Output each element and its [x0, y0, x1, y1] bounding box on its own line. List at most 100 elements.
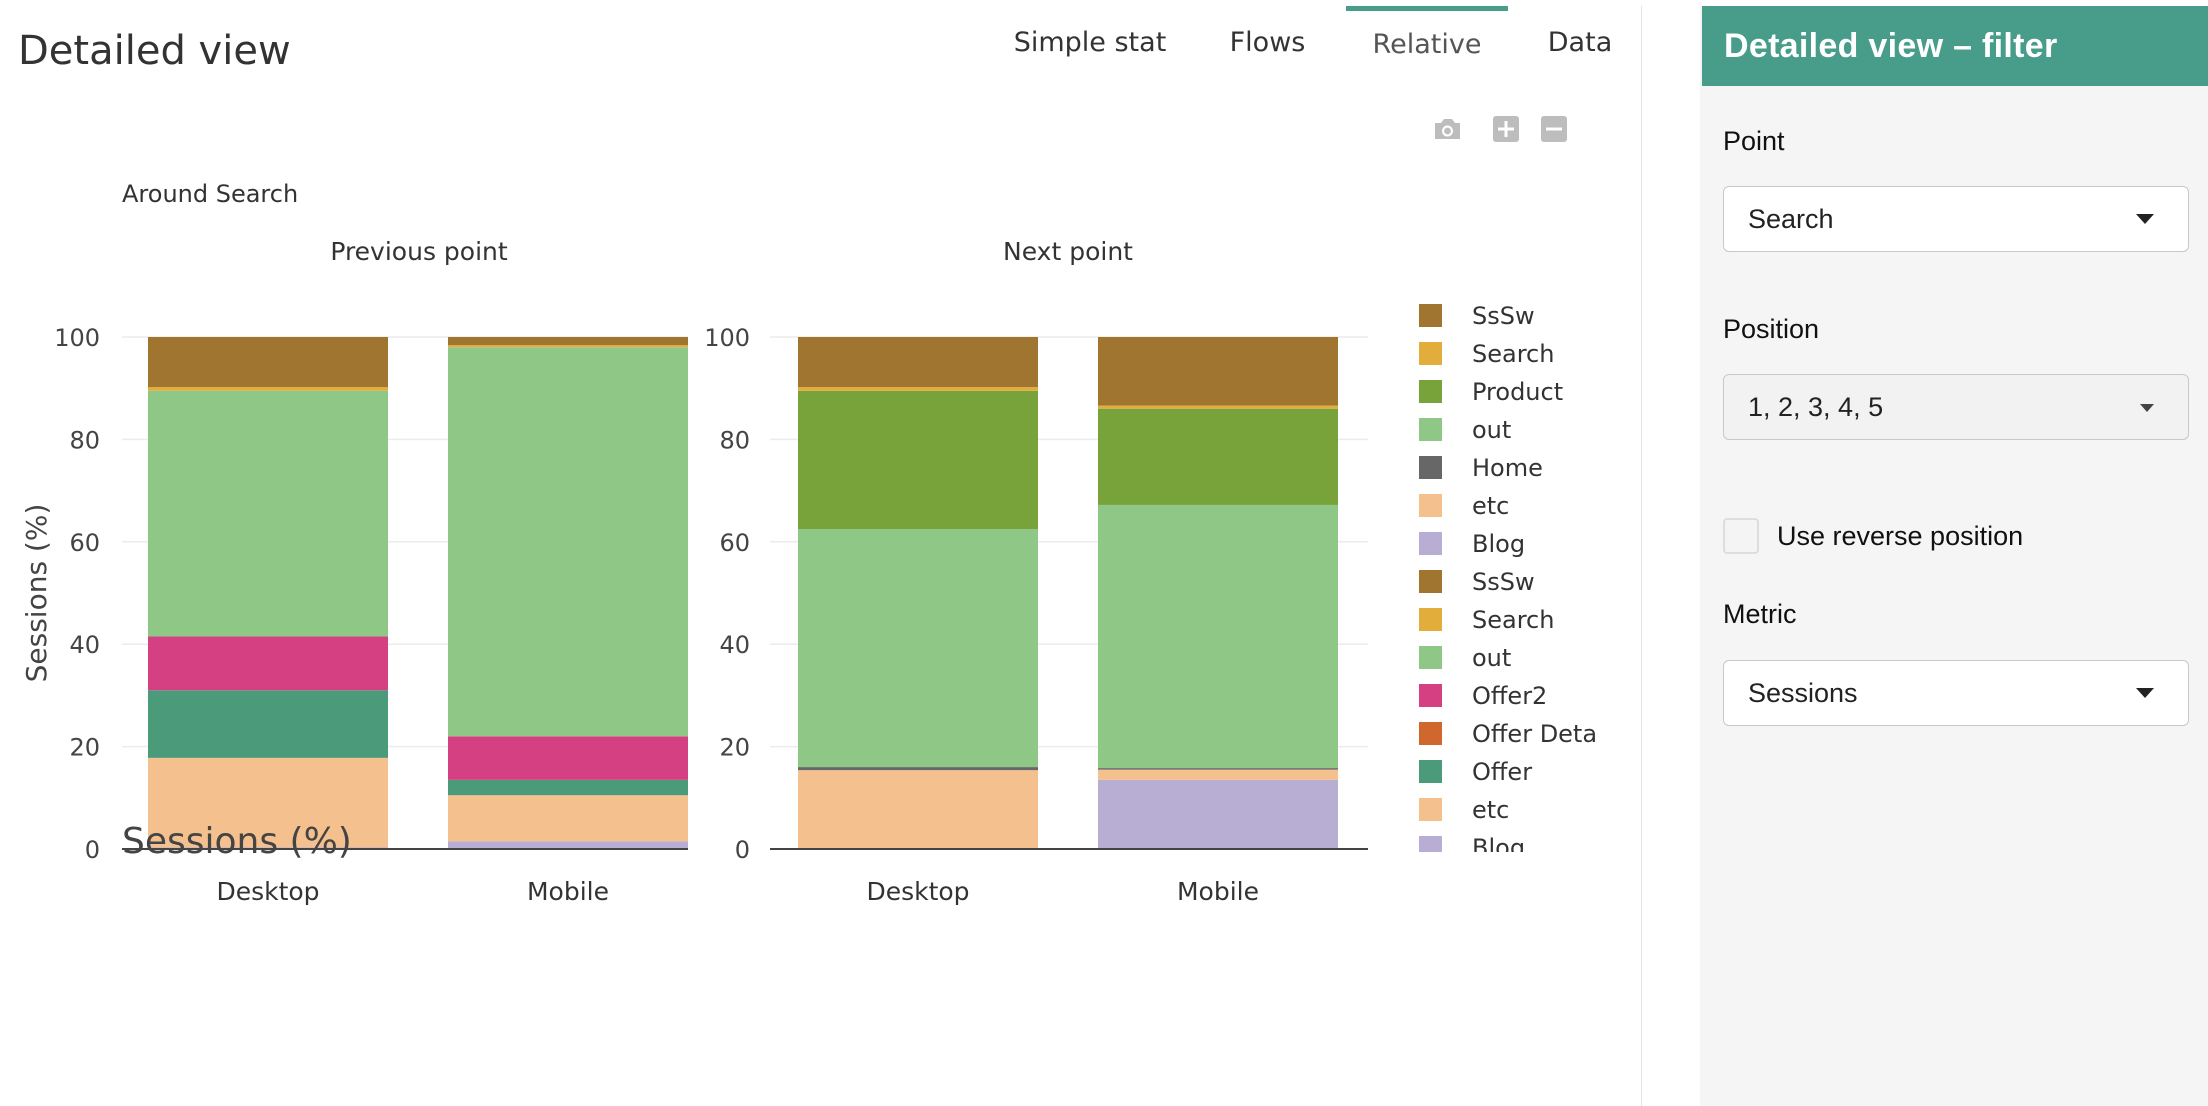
legend-label[interactable]: Search: [1472, 606, 1554, 634]
panel-subtitle: Next point: [1003, 237, 1133, 266]
legend-swatch[interactable]: [1419, 608, 1442, 631]
bar-segment-offer2[interactable]: [148, 636, 388, 691]
bar-segment-etc[interactable]: [448, 795, 688, 842]
zoom-out-icon[interactable]: [1537, 112, 1571, 146]
legend-label[interactable]: Search: [1472, 340, 1554, 368]
legend-swatch[interactable]: [1419, 380, 1442, 403]
chart-area: Around Search Sessions (%) Previous point 0…: [0, 156, 1641, 916]
y-tick-label: 60: [719, 529, 750, 557]
tab-flows[interactable]: Flows: [1229, 26, 1306, 58]
y-tick-label: 100: [54, 324, 100, 352]
metric-select[interactable]: Sessions: [1723, 660, 2189, 726]
legend-swatch[interactable]: [1419, 418, 1442, 441]
point-select-value: Search: [1748, 203, 1834, 234]
chevron-down-icon: [2136, 214, 2154, 224]
reverse-position-label: Use reverse position: [1777, 521, 2024, 551]
bar-segment-blog[interactable]: [1098, 779, 1338, 849]
sidebar-header: Detailed view – filter: [1702, 6, 2208, 86]
stacked-bar-chart[interactable]: Around Search Sessions (%) Previous point 0…: [0, 156, 1641, 916]
legend-label[interactable]: etc: [1472, 492, 1509, 520]
y-tick-label: 20: [69, 734, 100, 762]
bar-segment-out[interactable]: [448, 347, 688, 737]
legend-swatch[interactable]: [1419, 342, 1442, 365]
x-tick-label: Desktop: [866, 877, 969, 906]
legend-swatch[interactable]: [1419, 570, 1442, 593]
legend-swatch[interactable]: [1419, 684, 1442, 707]
legend-label[interactable]: Offer: [1472, 758, 1532, 786]
zoom-in-icon[interactable]: [1489, 112, 1523, 146]
legend-swatch[interactable]: [1419, 304, 1442, 327]
legend-label[interactable]: out: [1472, 644, 1511, 672]
y-tick-label: 80: [719, 426, 750, 454]
legend-label[interactable]: Blog: [1472, 834, 1525, 862]
point-select[interactable]: Search: [1723, 186, 2189, 252]
legend-label[interactable]: Offer2: [1472, 682, 1547, 710]
y-axis-label: Sessions (%): [20, 504, 53, 683]
legend-label[interactable]: Home: [1472, 454, 1543, 482]
bar-segment-sssw[interactable]: [1098, 337, 1338, 406]
tab-data[interactable]: Data: [1547, 26, 1613, 58]
bar-segment-offer[interactable]: [448, 779, 688, 796]
y-tick-label: 40: [69, 631, 100, 659]
bar-segment-search[interactable]: [1098, 405, 1338, 409]
bar-segment-out[interactable]: [148, 390, 388, 637]
bar-segment-blog[interactable]: [448, 841, 688, 849]
legend-swatch[interactable]: [1419, 646, 1442, 669]
chart-legend: SsSw Search Product out Home etc Blog SsSw Searc…: [1419, 302, 1597, 862]
bar-segment-sssw[interactable]: [798, 337, 1038, 388]
legend-label[interactable]: SsSw: [1472, 302, 1535, 330]
bar-segment-out[interactable]: [1098, 504, 1338, 769]
legend-swatch[interactable]: [1419, 760, 1442, 783]
bar-segment-product[interactable]: [798, 390, 1038, 529]
legend-swatch[interactable]: [1419, 722, 1442, 745]
bar-segment-etc[interactable]: [798, 770, 1038, 849]
bar-segment-sssw[interactable]: [148, 337, 388, 388]
legend-label[interactable]: Product: [1472, 378, 1563, 406]
legend-label[interactable]: Offer Deta: [1472, 720, 1597, 748]
panel-subtitle: Previous point: [330, 237, 508, 266]
legend-swatch[interactable]: [1419, 532, 1442, 555]
tab-simple-stat[interactable]: Simple stat: [1013, 26, 1167, 58]
bar-segment-sssw[interactable]: [448, 337, 688, 346]
bar-segment-home[interactable]: [798, 767, 1038, 771]
legend-swatch[interactable]: [1419, 798, 1442, 821]
position-label: Position: [1723, 314, 1820, 344]
y-tick-label: 0: [85, 836, 100, 864]
x-tick-label: Mobile: [1177, 877, 1259, 906]
bar-segment-offer2[interactable]: [448, 736, 688, 780]
camera-icon[interactable]: [1430, 112, 1464, 146]
metric-select-value: Sessions: [1748, 677, 1858, 708]
bar-segment-offer[interactable]: [148, 690, 388, 758]
legend-swatch[interactable]: [1419, 836, 1442, 859]
y-tick-label: 40: [719, 631, 750, 659]
tab-bar: Simple stat Flows Relative Data: [0, 6, 1641, 86]
bar-segment-product[interactable]: [1098, 408, 1338, 505]
point-label: Point: [1723, 126, 1785, 156]
y-tick-label: 100: [704, 324, 750, 352]
chevron-down-icon: [2136, 688, 2154, 698]
bar-segment-etc[interactable]: [1098, 769, 1338, 780]
metric-label: Metric: [1723, 599, 1797, 629]
bar-segment-search[interactable]: [798, 387, 1038, 391]
reverse-position-checkbox[interactable]: [1723, 518, 1759, 554]
legend-label[interactable]: SsSw: [1472, 568, 1535, 596]
legend-swatch[interactable]: [1419, 456, 1442, 479]
chevron-down-icon: [2140, 404, 2154, 412]
tab-relative[interactable]: Relative: [1346, 6, 1508, 78]
legend-swatch[interactable]: [1419, 494, 1442, 517]
chart-title: Around Search: [122, 180, 298, 208]
bar-segment-out[interactable]: [798, 529, 1038, 768]
bar-segment-etc[interactable]: [148, 757, 388, 848]
y-tick-label: 20: [719, 734, 750, 762]
y-axis-title-overlay: Sessions (%): [122, 821, 352, 862]
plot-modebar: [1430, 112, 1590, 152]
x-tick-label: Desktop: [216, 877, 319, 906]
position-select[interactable]: 1, 2, 3, 4, 5: [1723, 374, 2189, 440]
legend-label[interactable]: etc: [1472, 796, 1509, 824]
bar-segment-home[interactable]: [1098, 768, 1338, 770]
legend-label[interactable]: out: [1472, 416, 1511, 444]
y-tick-label: 0: [735, 836, 750, 864]
bar-segment-search[interactable]: [448, 345, 688, 348]
bar-segment-search[interactable]: [148, 387, 388, 391]
legend-label[interactable]: Blog: [1472, 530, 1525, 558]
